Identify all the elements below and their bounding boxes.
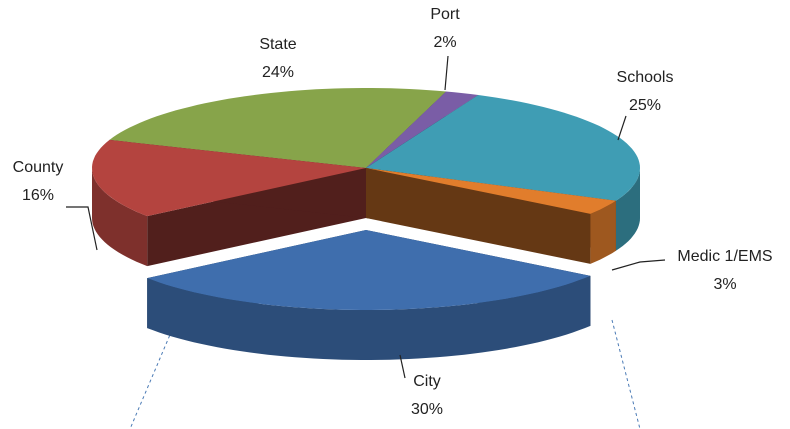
leader-line — [399, 354, 406, 379]
slice-value-label: 16% — [22, 187, 54, 204]
slice-value-label: 25% — [629, 97, 661, 114]
slice — [147, 230, 591, 310]
slice — [92, 139, 366, 217]
slice-side — [615, 168, 640, 251]
slice-label: Port — [430, 6, 460, 23]
slice-side — [92, 168, 148, 267]
slice — [366, 91, 479, 168]
slice — [366, 168, 616, 214]
slice-cut-face — [366, 168, 591, 264]
slice-label: Medic 1/EMS — [677, 248, 772, 265]
slice-side — [147, 275, 591, 360]
slice-side — [590, 200, 616, 264]
leader-line — [444, 55, 449, 91]
slice — [109, 88, 447, 168]
slice-label: City — [413, 373, 441, 390]
slice-value-label: 3% — [713, 276, 736, 293]
labels: Port 2% Schools 25% Medic 1/EMS 3% City 30% Coun… — [13, 6, 773, 418]
slice-label: County — [13, 159, 64, 176]
slice — [366, 95, 640, 201]
explode-guide — [611, 319, 641, 429]
slice-value-label: 24% — [262, 64, 294, 81]
pie — [92, 88, 640, 360]
slice-label: State — [259, 36, 296, 53]
leader-line — [611, 259, 666, 271]
leader-line — [66, 206, 98, 251]
slice-value-label: 2% — [433, 34, 456, 51]
slice-value-label: 30% — [411, 401, 443, 418]
leader-line — [617, 115, 627, 141]
slice-label: Schools — [617, 69, 674, 86]
explode-guide — [129, 329, 173, 429]
